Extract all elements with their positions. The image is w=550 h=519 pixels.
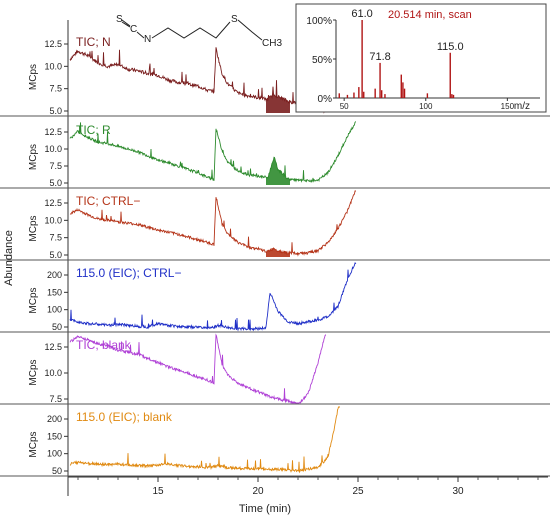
panel-title: 115.0 (EIC); blank [76,410,173,424]
panel-ylabel: MCps [28,287,39,313]
y-tick-label: 12.5 [44,342,62,352]
y-tick-label: 10.0 [44,215,62,225]
panel-2: TIC; R MCps 12.5 10.0 7.5 5.0 [0,121,550,189]
y-tick-label: 200 [47,414,62,424]
y-tick-label: 5.0 [49,250,62,260]
panel-6: 115.0 (EIC); blank MCps 200 150 100 50 [0,406,550,477]
inset-x-tick-label: 150 [501,102,515,111]
y-tick-label: 5.0 [49,178,62,188]
ms-peak-label: 71.8 [369,51,390,63]
x-tick-label: 15 [152,486,164,497]
x-tick-label: 30 [452,486,464,497]
series-line [69,333,326,405]
y-tick-label: 100 [47,449,62,459]
panel-4: 115.0 (EIC); CTRL− MCps 200 150 100 50 [0,262,550,333]
series-line [69,406,340,474]
panel-title: TIC; N [76,35,111,49]
ms-peak-label: 61.0 [351,8,372,20]
y-axis-label: Abundance [3,230,15,286]
y-tick-label: 150 [47,431,62,441]
series-line [69,190,356,257]
atom-ch3: CH3 [262,38,282,49]
panel-ylabel: MCps [28,144,39,170]
y-tick-label: 7.5 [49,161,62,171]
x-tick-label: 20 [252,486,264,497]
inset-y-tick-label: 50% [312,55,332,66]
inset-title: 20.514 min, scan [388,9,472,21]
mass-spectrum-inset: 20.514 min, scan 100% 50% 0% 50 100 150 m/z 61.0… [295,3,547,113]
panel-ylabel: MCps [28,64,39,90]
atom-s2: S [231,14,238,25]
y-tick-label: 10.0 [44,61,62,71]
y-tick-label: 5.0 [49,106,62,116]
series-line [69,121,356,183]
panel-title: 115.0 (EIC); CTRL− [76,266,181,280]
y-tick-label: 50 [52,466,62,476]
peak-area [266,80,290,113]
panel-ylabel: MCps [28,431,39,457]
molecule-structure: S C N S CH3 [116,14,282,49]
ms-peak-label: 115.0 [437,41,464,53]
panel-ylabel: MCps [28,215,39,241]
structure-bonds [121,19,131,27]
x-axis-label: Time (min) [239,503,291,515]
inset-frame [295,3,547,113]
y-tick-label: 7.5 [49,233,62,243]
time-x-axis: 15 20 25 30 [68,476,548,497]
inset-x-tick-label: 50 [340,102,349,111]
series-line [69,47,327,114]
panel-ylabel: MCps [28,359,39,385]
y-tick-label: 12.5 [44,198,62,208]
inset-x-tick-label: 100 [419,102,433,111]
atom-n: N [144,34,151,45]
y-tick-label: 7.5 [49,394,62,404]
y-tick-label: 50 [52,322,62,332]
panel-1: TIC; N MCps 12.5 10.0 7.5 5.0 [0,35,550,117]
y-tick-label: 150 [47,287,62,297]
panel-title: TIC; R [76,123,111,137]
atom-s1: S [116,14,123,25]
atom-c: C [130,24,137,35]
x-tick-label: 25 [352,486,364,497]
inset-y-tick-label: 100% [306,16,332,27]
y-tick-label: 12.5 [44,39,62,49]
panel-title: TIC; CTRL− [76,194,140,208]
y-tick-label: 200 [47,270,62,280]
panel-3: TIC; CTRL− MCps 12.5 10.0 7.5 5.0 [0,190,550,261]
y-tick-label: 7.5 [49,84,62,94]
chart-panels: TIC; N MCps 12.5 10.0 7.5 5.0 TIC; R MCps 12.5 10… [0,35,550,477]
inset-y-tick-label: 0% [318,94,333,105]
y-tick-label: 10.0 [44,368,62,378]
inset-x-label: m/z [514,101,530,112]
series-line [69,262,357,332]
y-tick-label: 100 [47,305,62,315]
y-tick-label: 10.0 [44,144,62,154]
y-tick-label: 12.5 [44,127,62,137]
